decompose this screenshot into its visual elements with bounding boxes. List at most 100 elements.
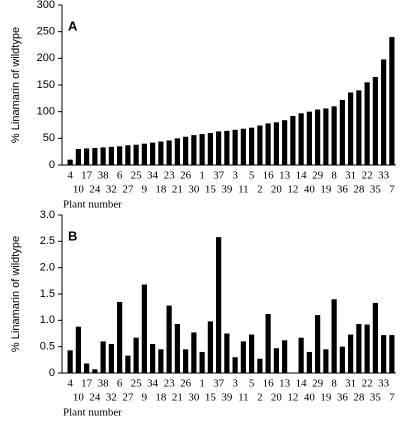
x-tick-label: 9 bbox=[142, 184, 148, 196]
x-tick-label: 32 bbox=[106, 392, 117, 404]
bar bbox=[117, 301, 123, 373]
panel-label: B bbox=[68, 228, 77, 243]
x-tick-label: 21 bbox=[172, 184, 183, 196]
x-tick-label: 6 bbox=[117, 170, 123, 182]
bar bbox=[372, 77, 378, 165]
bar bbox=[125, 145, 131, 165]
x-tick-label: 10 bbox=[73, 392, 85, 404]
x-tick-label: 32 bbox=[106, 184, 117, 196]
x-tick-label: 6 bbox=[117, 378, 123, 390]
x-tick-label: 16 bbox=[263, 378, 275, 390]
x-tick-label: 31 bbox=[345, 378, 356, 390]
x-tick-label: 18 bbox=[155, 392, 167, 404]
bar bbox=[92, 147, 98, 165]
bar bbox=[323, 108, 329, 165]
y-tick-label: 3.0 bbox=[40, 209, 55, 221]
bar bbox=[257, 125, 263, 165]
y-tick-label: 1.0 bbox=[40, 314, 55, 326]
bar bbox=[150, 344, 156, 373]
y-tick-label: 0 bbox=[49, 367, 55, 379]
x-tick-label: 14 bbox=[296, 378, 308, 390]
x-tick-label: 3 bbox=[232, 170, 238, 182]
bar bbox=[389, 335, 395, 373]
bar bbox=[339, 346, 345, 373]
bar bbox=[199, 134, 205, 165]
x-tick-label: 2 bbox=[257, 184, 263, 196]
bar bbox=[339, 99, 345, 165]
bar bbox=[183, 349, 189, 373]
x-tick-label: 11 bbox=[238, 392, 249, 404]
x-tick-label: 15 bbox=[205, 392, 217, 404]
x-tick-label: 38 bbox=[98, 170, 110, 182]
x-tick-label: 22 bbox=[362, 378, 373, 390]
bar bbox=[100, 341, 106, 373]
bar bbox=[207, 133, 213, 165]
bar bbox=[265, 123, 271, 165]
x-tick-label: 30 bbox=[188, 184, 200, 196]
y-tick-label: 50 bbox=[43, 132, 55, 144]
bar bbox=[306, 111, 312, 165]
x-tick-label: 35 bbox=[370, 184, 382, 196]
bar bbox=[125, 355, 131, 373]
x-tick-label: 17 bbox=[81, 378, 93, 390]
bar bbox=[381, 59, 387, 165]
bar bbox=[298, 337, 304, 373]
x-tick-label: 3 bbox=[232, 378, 238, 390]
x-tick-label: 34 bbox=[147, 378, 159, 390]
x-tick-label: 4 bbox=[67, 378, 73, 390]
x-tick-label: 23 bbox=[164, 170, 176, 182]
bar bbox=[232, 129, 238, 165]
x-tick-label: 33 bbox=[378, 378, 390, 390]
bar bbox=[224, 130, 230, 165]
x-tick-label: 27 bbox=[122, 392, 134, 404]
x-tick-label: 12 bbox=[287, 392, 298, 404]
bar bbox=[323, 349, 329, 373]
bar bbox=[133, 144, 139, 165]
x-tick-label: 29 bbox=[312, 170, 324, 182]
bar bbox=[166, 305, 172, 373]
x-tick-label: 30 bbox=[188, 392, 200, 404]
x-tick-label: 39 bbox=[221, 184, 233, 196]
bar bbox=[158, 349, 164, 373]
x-tick-label: 5 bbox=[249, 378, 255, 390]
bar bbox=[75, 326, 81, 373]
bar bbox=[364, 82, 370, 165]
y-axis-label: % Linamarin of wildtype bbox=[10, 27, 22, 143]
x-tick-label: 10 bbox=[73, 184, 85, 196]
x-tick-label: 33 bbox=[378, 170, 390, 182]
bar bbox=[381, 335, 387, 373]
bar bbox=[117, 146, 123, 165]
x-tick-label: 15 bbox=[205, 184, 217, 196]
bar bbox=[249, 334, 255, 373]
bar bbox=[141, 143, 147, 165]
bar bbox=[100, 147, 106, 165]
bar bbox=[174, 324, 180, 373]
bar bbox=[224, 333, 230, 373]
bar bbox=[282, 340, 288, 373]
bar bbox=[282, 120, 288, 165]
panel-label: A bbox=[68, 18, 78, 33]
x-axis-label: Plant number bbox=[63, 407, 122, 419]
bar bbox=[372, 302, 378, 373]
bar bbox=[273, 348, 279, 373]
x-tick-label: 36 bbox=[337, 184, 349, 196]
bar bbox=[331, 299, 337, 373]
x-tick-label: 5 bbox=[249, 170, 255, 182]
x-tick-label: 29 bbox=[312, 378, 324, 390]
bar bbox=[166, 140, 172, 165]
y-tick-label: 0.5 bbox=[40, 341, 55, 353]
y-axis-label: % Linamarin of wildtype bbox=[10, 236, 22, 352]
x-tick-label: 4 bbox=[67, 170, 73, 182]
x-tick-label: 16 bbox=[263, 170, 275, 182]
x-axis-label: Plant number bbox=[63, 199, 122, 211]
bar bbox=[331, 106, 337, 165]
bar bbox=[348, 92, 354, 165]
y-tick-label: 100 bbox=[37, 106, 55, 118]
bar bbox=[356, 90, 362, 165]
bar bbox=[150, 142, 156, 165]
x-tick-label: 31 bbox=[345, 170, 356, 182]
x-tick-label: 25 bbox=[131, 170, 143, 182]
bar bbox=[75, 149, 81, 165]
x-tick-label: 14 bbox=[296, 170, 308, 182]
x-tick-label: 11 bbox=[238, 184, 249, 196]
